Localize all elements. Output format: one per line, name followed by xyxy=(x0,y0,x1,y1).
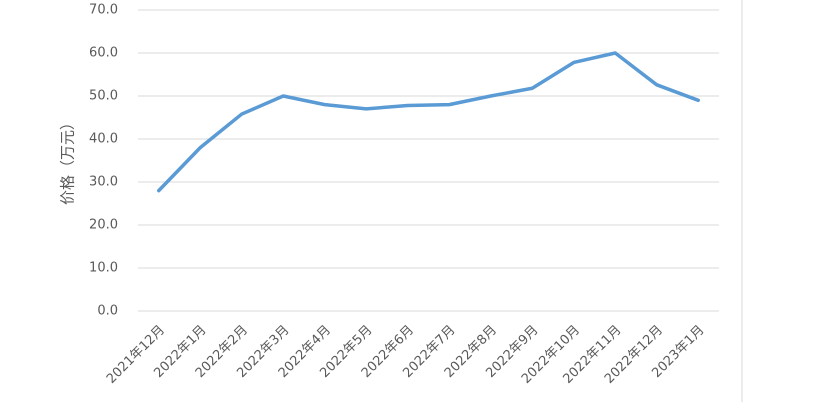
y-tick-label: 60.0 xyxy=(89,46,118,61)
y-axis-label: 价格（万元） xyxy=(59,115,77,205)
line-series xyxy=(157,51,700,193)
y-tick-label: 40.0 xyxy=(89,132,118,147)
y-tick-label: 70.0 xyxy=(89,3,118,18)
y-tick-label: 20.0 xyxy=(89,218,118,233)
y-tick-label: 50.0 xyxy=(89,89,118,104)
y-tick-label: 0.0 xyxy=(97,304,118,319)
y-tick-label: 30.0 xyxy=(89,175,118,190)
y-tick-label: 10.0 xyxy=(89,261,118,276)
